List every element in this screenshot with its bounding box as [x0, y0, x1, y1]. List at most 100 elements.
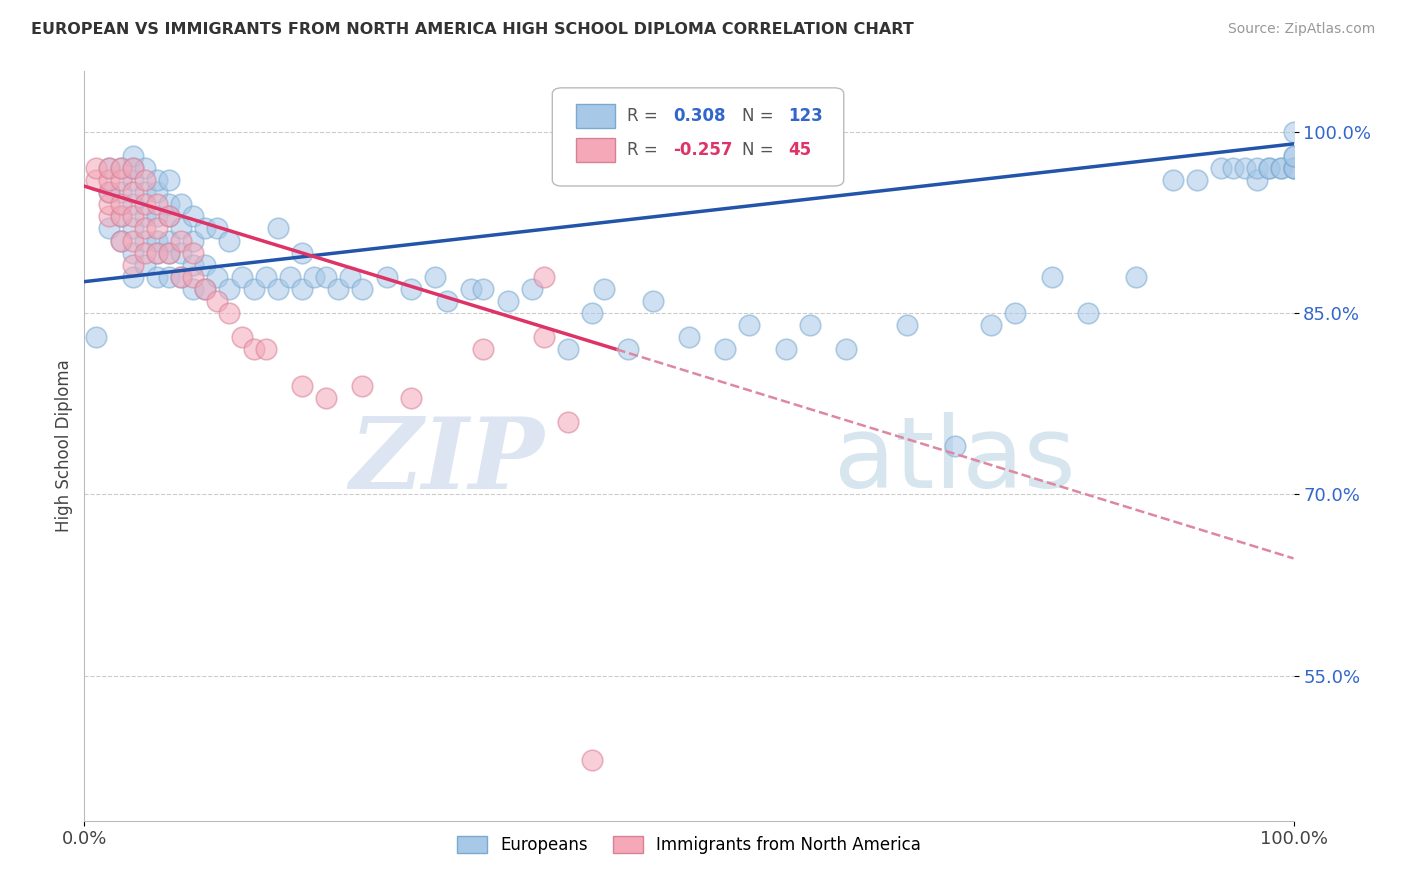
Point [714, 343, 737, 357]
Point [121, 161, 143, 175]
Point [134, 245, 156, 260]
Point [134, 234, 156, 248]
Point [146, 245, 169, 260]
Point [121, 234, 143, 248]
Point [593, 282, 616, 296]
Text: ZIP: ZIP [349, 413, 544, 509]
Text: N =: N = [742, 141, 779, 159]
Point [170, 221, 193, 235]
Text: 0.308: 0.308 [673, 107, 725, 125]
Point [557, 415, 579, 429]
Legend: Europeans, Immigrants from North America: Europeans, Immigrants from North America [450, 830, 928, 861]
Point [1270, 161, 1292, 175]
Point [194, 282, 217, 296]
Point [267, 282, 290, 296]
FancyBboxPatch shape [576, 104, 616, 128]
Point [97, 197, 120, 211]
Point [121, 210, 143, 224]
Point [315, 269, 337, 284]
Point [799, 318, 821, 333]
Point [121, 161, 143, 175]
Text: atlas: atlas [834, 412, 1076, 509]
FancyBboxPatch shape [576, 138, 616, 162]
Point [97, 210, 120, 224]
Point [207, 293, 229, 308]
Point [399, 391, 422, 405]
Point [460, 282, 482, 296]
Point [1161, 173, 1184, 187]
Point [980, 318, 1002, 333]
Point [146, 197, 169, 211]
Point [157, 245, 180, 260]
Point [97, 161, 120, 175]
Point [170, 197, 193, 211]
Point [97, 161, 120, 175]
Point [181, 282, 204, 296]
Point [218, 234, 240, 248]
Point [218, 282, 240, 296]
Point [170, 269, 193, 284]
Point [146, 173, 169, 187]
Point [302, 269, 325, 284]
Point [436, 293, 458, 308]
Point [121, 149, 143, 163]
Point [181, 245, 204, 260]
Point [134, 210, 156, 224]
Point [533, 330, 555, 344]
Point [231, 269, 253, 284]
Point [254, 343, 277, 357]
Point [121, 185, 143, 199]
Point [110, 234, 132, 248]
Point [678, 330, 700, 344]
Point [110, 210, 132, 224]
Text: N =: N = [742, 107, 779, 125]
Point [943, 439, 966, 453]
Point [472, 282, 495, 296]
Point [581, 306, 603, 320]
Point [146, 245, 169, 260]
Point [375, 269, 398, 284]
Point [1282, 161, 1305, 175]
Point [170, 269, 193, 284]
Point [339, 269, 361, 284]
Point [231, 330, 253, 344]
Point [134, 173, 156, 187]
Point [328, 282, 350, 296]
Point [775, 343, 797, 357]
Point [110, 197, 132, 211]
Point [1258, 161, 1281, 175]
Point [1185, 173, 1208, 187]
Point [1282, 149, 1305, 163]
Point [1246, 161, 1268, 175]
Point [1234, 161, 1257, 175]
Point [110, 161, 132, 175]
Point [157, 210, 180, 224]
Point [146, 221, 169, 235]
Text: -0.257: -0.257 [673, 141, 733, 159]
Text: Source: ZipAtlas.com: Source: ZipAtlas.com [1227, 22, 1375, 37]
Point [86, 330, 108, 344]
Point [1282, 161, 1305, 175]
Point [97, 185, 120, 199]
Point [146, 234, 169, 248]
Point [194, 258, 217, 272]
Point [121, 197, 143, 211]
Point [157, 234, 180, 248]
Text: 123: 123 [789, 107, 823, 125]
Point [738, 318, 761, 333]
Point [121, 245, 143, 260]
Point [121, 173, 143, 187]
Point [641, 293, 664, 308]
Point [181, 234, 204, 248]
Point [278, 269, 301, 284]
Point [1270, 161, 1292, 175]
Point [181, 258, 204, 272]
Point [121, 258, 143, 272]
Point [1040, 269, 1063, 284]
Point [121, 269, 143, 284]
Point [1282, 149, 1305, 163]
Point [134, 161, 156, 175]
Point [1125, 269, 1147, 284]
Point [1246, 173, 1268, 187]
Point [110, 173, 132, 187]
